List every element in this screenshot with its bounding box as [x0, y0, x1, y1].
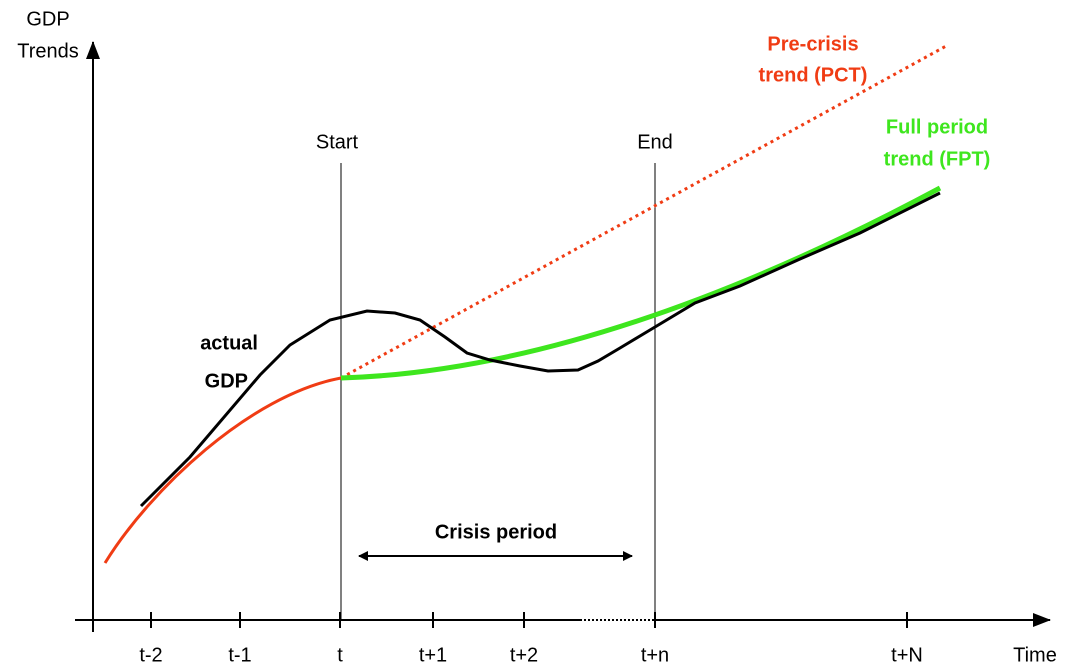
pre-crisis-curve: [103, 376, 342, 564]
actual-gdp-line: [139, 191, 941, 508]
x-label: Time: [1013, 644, 1057, 666]
fpt-label: Full period: [886, 116, 988, 138]
crisis-label: Crisis period: [435, 521, 557, 543]
pct-line: [340, 43, 949, 380]
y-label: Trends: [17, 40, 79, 62]
fpt-curve: [340, 185, 942, 381]
pct-label: trend (PCT): [759, 64, 868, 86]
actual-gdp-label: actual: [200, 332, 258, 354]
x-tick-label: t+1: [419, 644, 447, 666]
pct-label: Pre-crisis: [767, 33, 858, 55]
x-tick-label: t+n: [641, 644, 669, 666]
x-tick-label: t+N: [891, 644, 923, 666]
y-label: GDP: [26, 8, 69, 30]
fpt-label: trend (FPT): [884, 148, 991, 170]
x-tick-label: t-1: [228, 644, 251, 666]
actual-gdp-label: GDP: [205, 370, 248, 392]
x-tick-label: t-2: [139, 644, 162, 666]
start-label: Start: [316, 131, 359, 153]
x-tick-label: t+2: [510, 644, 538, 666]
end-label: End: [637, 131, 673, 153]
x-tick-label: t: [337, 644, 343, 666]
